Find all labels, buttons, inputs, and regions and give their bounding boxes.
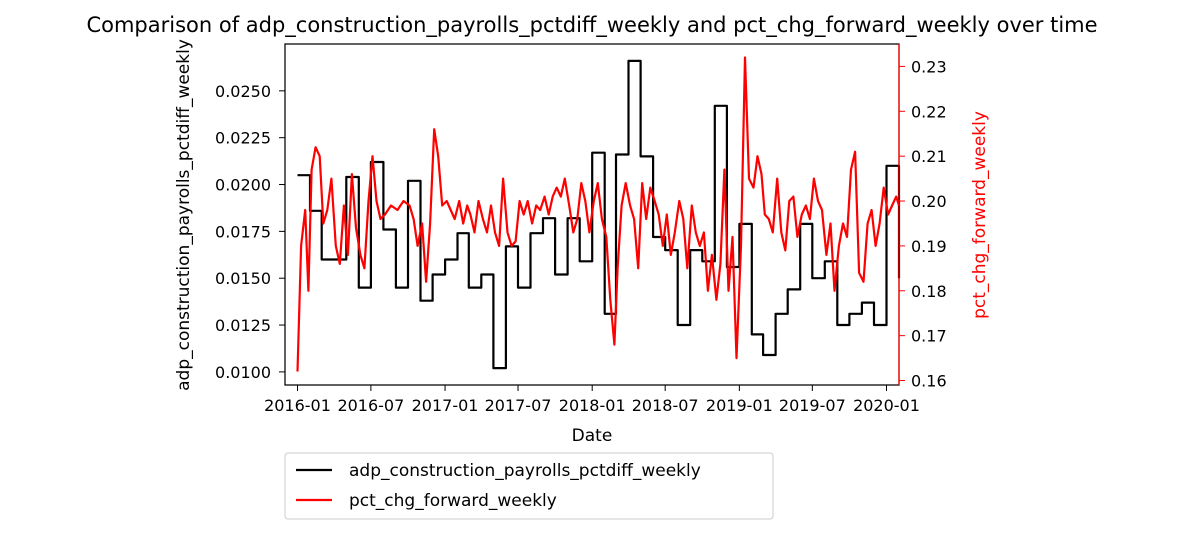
y-left-tick-label: 0.0125 — [215, 316, 271, 335]
y-right-tick-label: 0.21 — [911, 147, 947, 166]
legend-label-series-1: adp_construction_payrolls_pctdiff_weekly — [349, 461, 701, 481]
y-axis-left: 0.0100 0.0125 0.0150 0.0175 0.0200 0.0225 0.02… — [215, 82, 285, 382]
x-axis: 2016-01 2016-07 2017-01 2017-07 2018-01 2018-… — [264, 385, 920, 415]
series-layer — [296, 56, 901, 372]
y-left-tick-label: 0.0175 — [215, 222, 271, 241]
x-tick-label: 2019-07 — [779, 396, 846, 415]
y-axis-right: 0.16 0.17 0.18 0.19 0.20 0.21 0.22 0.23 — [898, 44, 947, 391]
y-left-tick-label: 0.0100 — [215, 363, 271, 382]
legend-frame — [284, 452, 774, 520]
x-tick-label: 2017-07 — [485, 396, 552, 415]
y-right-tick-label: 0.19 — [911, 237, 947, 256]
y-left-tick-label: 0.0200 — [215, 176, 271, 195]
x-tick-label: 2016-07 — [337, 396, 404, 415]
plot-area — [284, 43, 901, 386]
x-axis-label: Date — [572, 426, 613, 446]
x-tick-label: 2019-01 — [706, 396, 773, 415]
chart-title: Comparison of adp_construction_payrolls_… — [86, 13, 1097, 38]
y-right-tick-label: 0.22 — [911, 102, 947, 121]
y-left-tick-label: 0.0250 — [215, 82, 271, 101]
x-tick-label: 2020-01 — [853, 396, 920, 415]
x-tick-label: 2018-01 — [559, 396, 626, 415]
y-right-tick-label: 0.20 — [911, 192, 947, 211]
x-tick-label: 2018-07 — [632, 396, 699, 415]
y-left-tick-label: 0.0225 — [215, 129, 271, 148]
legend: adp_construction_payrolls_pctdiff_weekly… — [284, 452, 774, 520]
y-axis-left-label: adp_construction_payrolls_pctdiff_weekly — [174, 39, 194, 391]
series-line-2 — [296, 56, 901, 372]
legend-label-series-2: pct_chg_forward_weekly — [349, 491, 557, 511]
y-right-tick-label: 0.18 — [911, 282, 947, 301]
y-axis-right-label: pct_chg_forward_weekly — [970, 111, 990, 319]
x-tick-label: 2016-01 — [264, 396, 331, 415]
x-tick-label: 2017-01 — [412, 396, 479, 415]
y-right-tick-label: 0.16 — [911, 372, 947, 391]
y-right-tick-label: 0.23 — [911, 57, 947, 76]
y-right-tick-label: 0.17 — [911, 327, 947, 346]
y-left-tick-label: 0.0150 — [215, 269, 271, 288]
